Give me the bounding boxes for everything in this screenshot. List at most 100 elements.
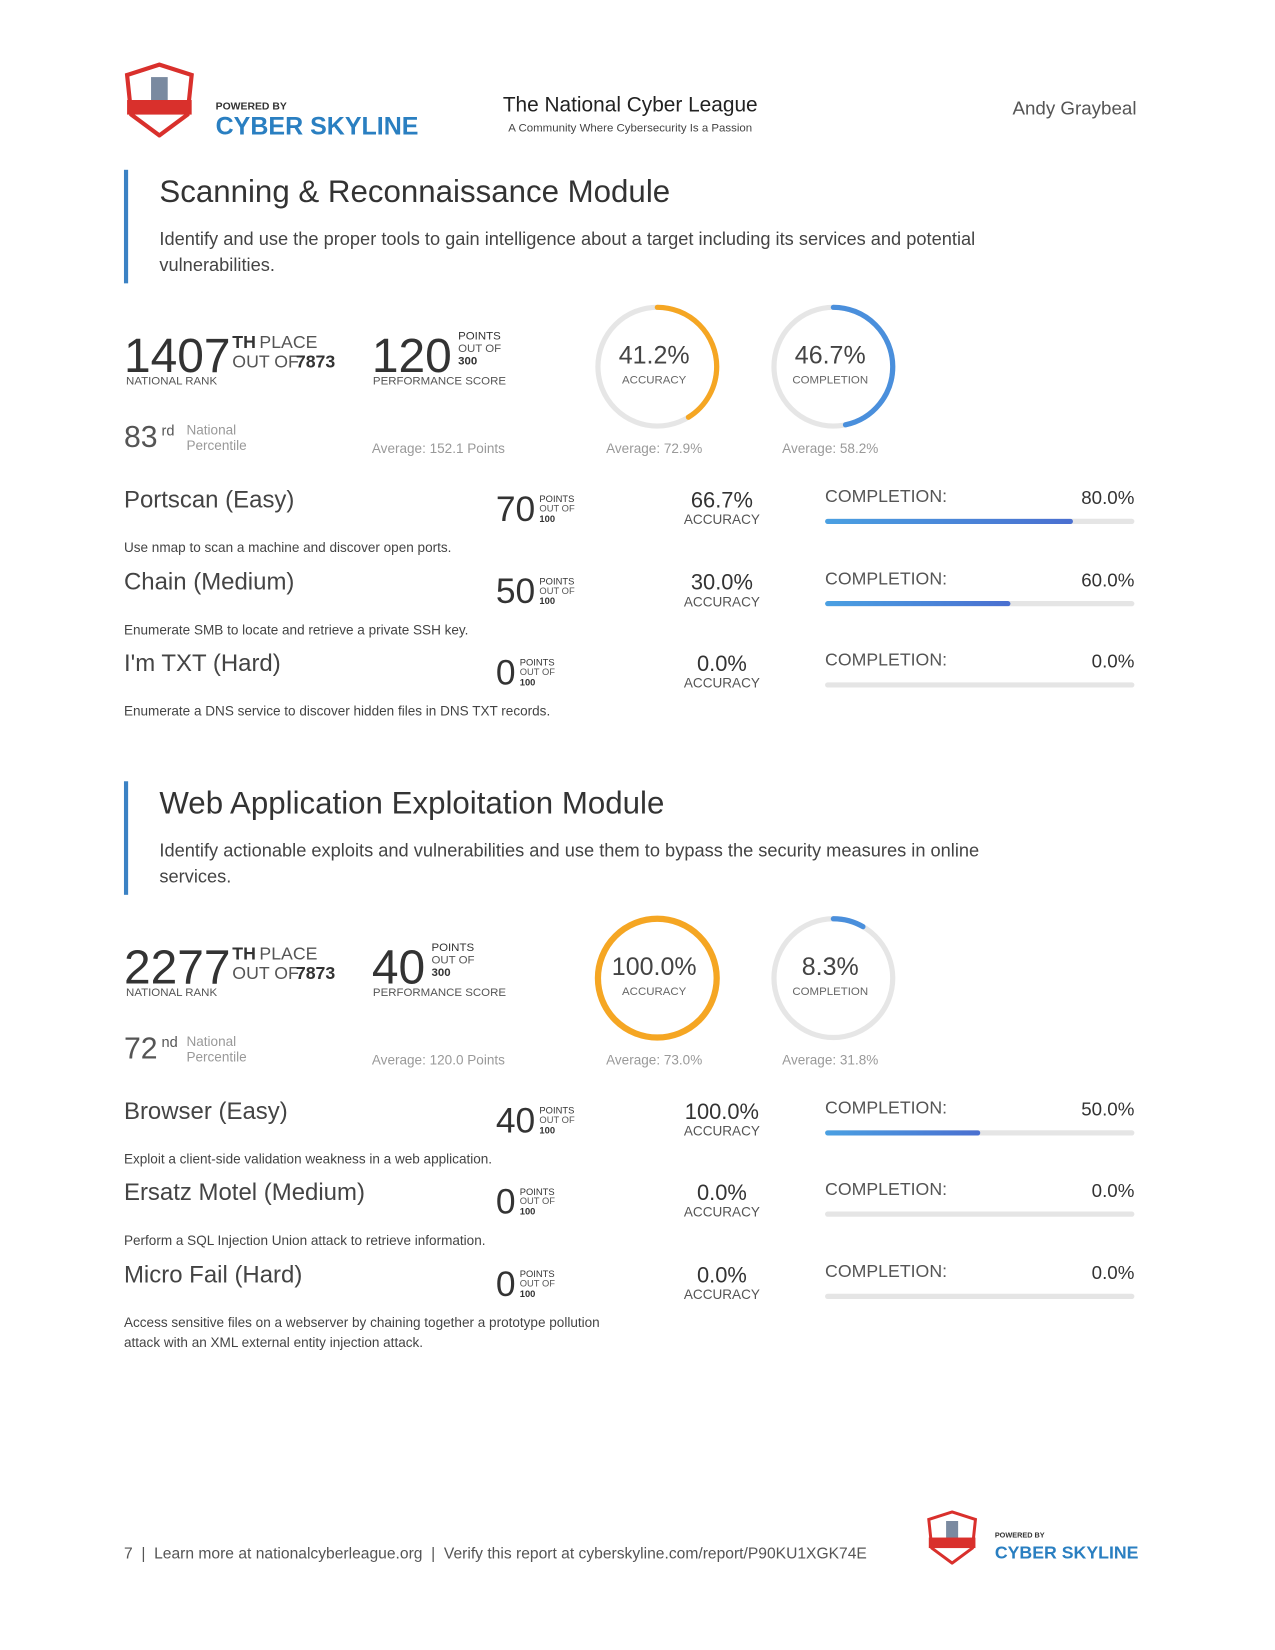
rank-total: 7873 xyxy=(295,963,336,983)
ring-arc xyxy=(594,915,720,1041)
challenge-points-label: POINTS xyxy=(519,1186,555,1197)
ncl-logo-footer xyxy=(927,1510,978,1565)
challenge-accuracy: 0.0% xyxy=(696,652,747,677)
challenge: Chain (Medium) Enumerate SMB to locate an… xyxy=(124,569,1140,651)
challenge-accuracy: 0.0% xyxy=(696,1263,747,1288)
challenge-points-label: POINTS xyxy=(519,657,555,668)
score-value: 40 xyxy=(371,939,426,994)
progress-track xyxy=(825,600,1135,606)
score-label: PERFORMANCE SCORE xyxy=(372,985,507,999)
accuracy-average: Average: 73.0% xyxy=(606,1051,703,1068)
rank-suffix: TH xyxy=(232,332,256,353)
ring-arc xyxy=(595,304,720,429)
module-description: Identify actionable exploits and vulnera… xyxy=(159,839,980,886)
ring-arc xyxy=(771,304,896,429)
rank-label: NATIONAL RANK xyxy=(126,375,218,388)
module-header: Scanning & Reconnaissance Module Identify… xyxy=(123,169,1140,284)
accuracy-name: ACCURACY xyxy=(622,984,687,998)
completion-value: 0.0% xyxy=(1091,1180,1135,1202)
modules: Scanning & Reconnaissance Module Identify… xyxy=(123,169,1140,1392)
powered-by: POWERED BY xyxy=(994,1532,1045,1540)
accuracy-name: ACCURACY xyxy=(683,593,760,609)
rank-place: PLACE xyxy=(259,332,318,353)
challenge: Browser (Easy) Exploit a client-side vali… xyxy=(124,1098,1140,1180)
header-title: The National Cyber League xyxy=(502,93,758,117)
rank-total: 7873 xyxy=(295,352,336,372)
challenge-out-of: OUT OF xyxy=(539,584,575,596)
challenge-name: Micro Fail (Hard) xyxy=(123,1259,303,1288)
progress-track xyxy=(825,682,1135,688)
rank-label: NATIONAL RANK xyxy=(126,985,218,999)
module: Web Application Exploitation Module Ident… xyxy=(123,780,1140,1350)
completion-name: COMPLETION: xyxy=(825,568,948,589)
percentile-label: National xyxy=(186,421,237,438)
accuracy-value: 41.2% xyxy=(618,341,690,370)
module-title: Scanning & Reconnaissance Module xyxy=(159,175,671,210)
completion-value: 0.0% xyxy=(1091,1262,1135,1283)
challenge-max: 100 xyxy=(519,1288,536,1299)
rank-value: 2277 xyxy=(123,939,231,994)
challenge-accuracy: 30.0% xyxy=(690,570,753,595)
progress-track xyxy=(825,1211,1135,1217)
challenge-name: Portscan (Easy) xyxy=(123,485,295,513)
accuracy-name: ACCURACY xyxy=(622,373,687,387)
completion-average: Average: 58.2% xyxy=(782,440,879,457)
completion-value: 8.3% xyxy=(801,952,859,981)
score-average: Average: 152.1 Points xyxy=(371,440,505,457)
ring-arc xyxy=(771,915,896,1040)
ncl-logo xyxy=(124,62,194,138)
accuracy-name: ACCURACY xyxy=(683,675,760,691)
ring-chart xyxy=(771,915,896,1040)
score-points: POINTS xyxy=(431,941,475,954)
ring-chart xyxy=(595,304,720,429)
completion-value: 50.0% xyxy=(1081,1098,1135,1120)
challenge-points: 40 xyxy=(495,1100,536,1141)
completion-name: COMPLETION: xyxy=(825,486,948,507)
challenge-max: 100 xyxy=(519,677,536,688)
completion-name: COMPLETION: xyxy=(825,1179,948,1199)
accuracy-average: Average: 72.9% xyxy=(606,440,703,457)
challenge-out-of: OUT OF xyxy=(519,1277,555,1289)
progress-bar xyxy=(825,600,1011,606)
footer-text: 7 | Learn more at nationalcyberleague.or… xyxy=(123,1544,867,1563)
challenge-description: Use nmap to scan a machine and discover … xyxy=(123,539,452,556)
completion-name: COMPLETION xyxy=(792,984,869,998)
rank-out-of: OUT OF xyxy=(232,352,299,372)
challenge-max: 100 xyxy=(539,513,556,524)
challenge-points: 70 xyxy=(495,489,536,530)
percentile-suffix: nd xyxy=(161,1032,178,1050)
challenge-points-label: POINTS xyxy=(539,1104,575,1116)
completion-value: 80.0% xyxy=(1081,487,1135,509)
score-average: Average: 120.0 Points xyxy=(371,1051,505,1068)
challenge-points: 0 xyxy=(495,1264,516,1304)
score-out-of: OUT OF xyxy=(458,342,502,356)
challenge-description: Enumerate SMB to locate and retrieve a p… xyxy=(123,621,469,637)
challenge-description: Access sensitive files on a webserver by… xyxy=(123,1314,600,1350)
challenge-points: 50 xyxy=(495,571,536,611)
progress-track xyxy=(825,1293,1135,1299)
challenge-max: 100 xyxy=(519,1206,536,1217)
accuracy-name: ACCURACY xyxy=(683,1285,760,1302)
challenge-accuracy: 66.7% xyxy=(690,488,753,513)
progress-bar xyxy=(825,518,1073,524)
challenge: Micro Fail (Hard) Access sensitive files … xyxy=(123,1259,1140,1350)
accuracy-name: ACCURACY xyxy=(683,1204,760,1220)
challenge-points-label: POINTS xyxy=(519,1268,555,1279)
score-value: 120 xyxy=(371,328,452,383)
score-max: 300 xyxy=(431,966,451,979)
challenge-accuracy: 100.0% xyxy=(684,1099,759,1124)
completion-average: Average: 31.8% xyxy=(782,1051,879,1068)
rank-place: PLACE xyxy=(259,943,318,964)
accuracy-name: ACCURACY xyxy=(683,511,760,528)
percentile-label: National xyxy=(186,1032,237,1049)
challenge-name: Ersatz Motel (Medium) xyxy=(123,1178,365,1206)
challenge-out-of: OUT OF xyxy=(539,1114,575,1125)
percentile-suffix: rd xyxy=(161,421,175,439)
progress-track xyxy=(825,518,1135,524)
module-header: Web Application Exploitation Module Ident… xyxy=(123,780,1140,895)
challenge-name: Chain (Medium) xyxy=(123,567,295,595)
challenge-accuracy: 0.0% xyxy=(696,1181,747,1206)
